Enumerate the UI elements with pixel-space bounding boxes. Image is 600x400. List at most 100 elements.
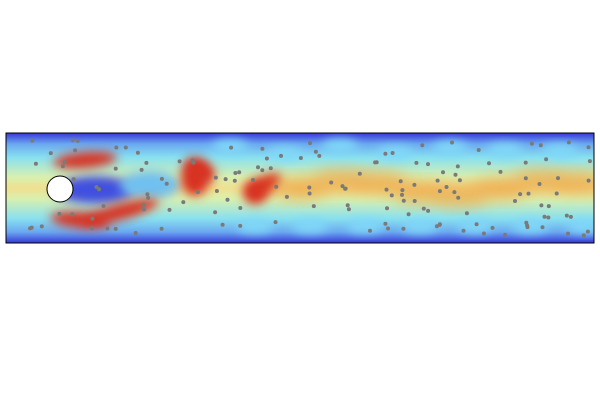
particle (421, 206, 426, 211)
particle (113, 226, 118, 231)
particle (540, 225, 545, 230)
low-speed-patch (432, 141, 468, 156)
particle (426, 162, 430, 167)
low-speed-patch (512, 219, 548, 233)
particle (513, 199, 517, 203)
particle (400, 188, 405, 193)
particle (308, 141, 312, 146)
particle (435, 178, 440, 183)
particle (401, 198, 406, 203)
particle (273, 220, 278, 225)
particle (256, 165, 260, 170)
particle (238, 206, 243, 210)
low-speed-patch (237, 219, 273, 233)
particle (537, 182, 542, 186)
particle (564, 213, 569, 218)
particle (401, 226, 406, 231)
particle (229, 145, 234, 150)
particle (29, 225, 34, 230)
particle (70, 138, 75, 143)
particle (374, 160, 379, 165)
low-speed-patch (377, 146, 413, 161)
particle (159, 176, 164, 181)
particle (566, 140, 571, 145)
particle (101, 204, 106, 208)
particle (260, 146, 265, 151)
particle (307, 185, 312, 190)
particle (213, 175, 218, 180)
particle (386, 226, 390, 231)
particle (60, 164, 65, 169)
cylinder-obstacle (46, 175, 74, 203)
particle (195, 190, 200, 194)
particle (145, 192, 150, 197)
particle (135, 150, 140, 155)
particle (390, 151, 395, 155)
particle (587, 159, 592, 164)
particle (39, 224, 44, 229)
particle (368, 228, 372, 233)
particle (181, 200, 186, 205)
particle (586, 178, 591, 183)
particle (146, 195, 151, 200)
particle (383, 221, 388, 226)
particle (90, 226, 94, 231)
low-speed-patch (402, 219, 438, 233)
particle (75, 138, 80, 143)
particle (313, 149, 318, 154)
particle (144, 160, 149, 165)
particle (213, 210, 218, 215)
channel-frame (5, 132, 595, 244)
particle (437, 222, 442, 227)
particle (406, 212, 411, 217)
particle (546, 204, 551, 209)
particle (420, 143, 425, 148)
particle (191, 160, 196, 165)
particle (461, 228, 466, 233)
particle (400, 192, 404, 197)
low-speed-patch (292, 219, 328, 233)
particle (450, 140, 454, 145)
wake-region (120, 171, 180, 199)
particle (524, 220, 529, 225)
vortex-high-speed (53, 151, 117, 169)
particle (167, 207, 172, 212)
particle (307, 191, 312, 196)
particle (73, 148, 78, 153)
low-speed-patch (457, 219, 493, 233)
particle (90, 216, 95, 221)
particle (274, 184, 279, 189)
particle (503, 232, 507, 237)
particle (523, 160, 528, 165)
particle (498, 169, 503, 174)
particle (220, 222, 225, 227)
particle (426, 208, 431, 213)
particle (345, 203, 350, 208)
particle (264, 156, 269, 161)
particle (457, 178, 462, 183)
particle (538, 143, 543, 148)
wake-band (352, 172, 408, 193)
particle (260, 168, 265, 173)
particle (279, 153, 283, 158)
particle (105, 226, 110, 231)
particle (476, 148, 481, 152)
particle (343, 186, 348, 191)
velocity-field (6, 133, 594, 243)
particle (581, 233, 586, 238)
particle (346, 207, 351, 212)
low-speed-patch (487, 143, 523, 158)
particle (556, 176, 560, 181)
particle (490, 225, 495, 230)
particle (518, 192, 523, 197)
particle (311, 204, 316, 209)
particle (441, 170, 445, 175)
particle (414, 160, 419, 165)
low-speed-patch (347, 219, 383, 233)
particle (539, 203, 544, 208)
particle (444, 185, 449, 189)
particle (317, 153, 322, 158)
particle (529, 141, 534, 146)
vortex-high-speed (81, 199, 159, 225)
